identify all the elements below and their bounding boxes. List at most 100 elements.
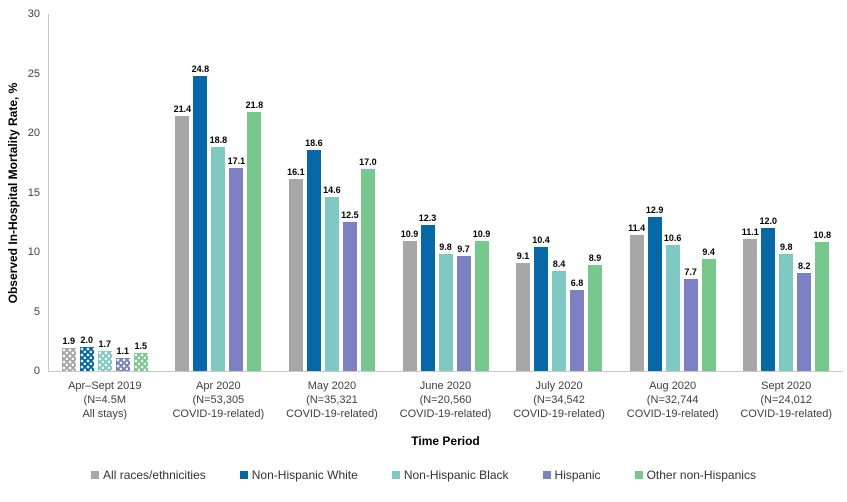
bar-value-label: 10.8 [813, 230, 831, 240]
bar-value-label: 8.4 [552, 259, 566, 269]
y-tick-label: 5 [33, 305, 40, 318]
y-tick-label: 25 [27, 67, 40, 80]
legend-swatch [542, 471, 551, 479]
x-category-label-line: COVID-19-related) [399, 408, 492, 420]
bar-group: 1.9 2.0 1.7 1.1 1.5 [61, 14, 148, 371]
x-category-label-line: COVID-19-related) [740, 408, 833, 420]
x-category-label-line: (N=24,012 [760, 394, 813, 406]
bar [61, 348, 76, 371]
bar-value-label: 7.7 [684, 267, 697, 277]
x-category-label-line: COVID-19-related) [286, 408, 378, 420]
legend-label: Hispanic [554, 468, 601, 482]
bar-value-label: 10.4 [532, 235, 550, 245]
x-category-label-line: (N=4.5M [83, 394, 127, 406]
x-axis-title: Time Period [411, 434, 480, 448]
y-tick-label: 20 [27, 127, 40, 139]
legend-swatch [91, 471, 100, 479]
bar-value-label: 9.8 [439, 242, 452, 252]
x-category-label: Apr–Sept 2019 (N=4.5M All stays) [34, 379, 176, 421]
bar [797, 273, 812, 371]
bar [175, 116, 190, 371]
bar-group: 21.4 24.8 18.8 17.1 21.8 [174, 14, 263, 371]
legend-item: Non-Hispanic White [239, 468, 358, 482]
x-category-label: May 2020 (N=35,321 COVID-19-related) [261, 379, 403, 421]
bar [570, 290, 585, 371]
legend-item: Other non-Hispanics [634, 468, 756, 482]
legend-label: Non-Hispanic White [251, 468, 358, 482]
x-category-label: Apr 2020 (N=53,305 COVID-19-related) [148, 379, 290, 421]
legend-item: Non-Hispanic Black [391, 468, 509, 482]
bar [79, 347, 94, 371]
bar-group: 11.4 12.9 10.6 7.7 9.4 [628, 14, 716, 371]
x-category-label-line: All stays) [82, 408, 128, 420]
bar-value-label: 11.4 [628, 223, 646, 233]
bar-value-label: 17.0 [359, 157, 377, 167]
bar [115, 358, 130, 371]
bar-value-label: 12.5 [341, 210, 359, 220]
y-tick-label: 15 [27, 186, 40, 199]
bar-value-label: 2.0 [80, 335, 94, 345]
bar-value-label: 1.1 [116, 346, 130, 356]
bar [306, 150, 321, 371]
bar-value-label: 12.0 [759, 216, 777, 226]
x-category-label-line: COVID-19-related) [513, 408, 605, 420]
bar-value-label: 18.6 [305, 138, 323, 148]
x-category-label: June 2020 (N=20,560 COVID-19-related) [375, 379, 517, 421]
bar-value-label: 18.8 [209, 135, 228, 145]
bar [133, 353, 148, 371]
bar-value-label: 24.8 [191, 64, 210, 74]
bar-value-label: 8.2 [797, 261, 811, 271]
x-category-label-line: COVID-19-related) [626, 408, 719, 420]
x-category-label-line: (N=32,744 [646, 394, 699, 406]
x-category-label-line: June 2020 [419, 380, 472, 392]
y-tick-label: 30 [27, 8, 40, 20]
bar [761, 228, 776, 371]
bar [288, 179, 303, 371]
bar [647, 217, 662, 371]
bar-value-label: 10.9 [400, 229, 419, 239]
x-category-label-line: Apr 2020 [196, 380, 241, 392]
legend-label: Non-Hispanic Black [403, 468, 509, 482]
legend-label: All races/ethnicities [103, 468, 206, 482]
bar [97, 351, 112, 371]
bar [229, 168, 244, 371]
bar [211, 147, 226, 371]
bar-value-label: 9.1 [516, 251, 530, 261]
bar-value-label: 21.4 [173, 104, 192, 114]
y-tick-label: 0 [33, 365, 40, 377]
bar-value-label: 17.1 [227, 156, 246, 166]
bar-group: 11.1 12.0 9.8 8.2 10.8 [742, 14, 831, 371]
legend-item: All races/ethnicities [91, 468, 206, 482]
x-category-label: July 2020 (N=34,542 COVID-19-related) [488, 379, 630, 421]
x-category-label-line: (N=20,560 [419, 394, 472, 406]
legend-label: Other non-Hispanics [646, 468, 756, 482]
x-category-label-line: July 2020 [535, 380, 583, 392]
bar-value-label: 6.8 [570, 278, 584, 288]
bar [588, 265, 603, 371]
bar [815, 242, 830, 371]
x-category-label-line: Sept 2020 [761, 380, 812, 392]
bar-value-label: 8.9 [588, 253, 602, 263]
bar [701, 259, 716, 371]
bar [342, 222, 357, 371]
bar [438, 254, 453, 371]
legend-swatch [239, 471, 248, 479]
bar-value-label: 12.9 [645, 205, 664, 215]
x-category-label-line: Apr–Sept 2019 [68, 380, 142, 392]
x-category-label-line: May 2020 [307, 380, 357, 392]
bar [193, 76, 208, 371]
legend-swatch [391, 471, 400, 479]
bar-value-label: 1.7 [98, 339, 112, 349]
x-category-label: Sept 2020 (N=24,012 COVID-19-related) [715, 379, 847, 421]
x-category-label-line: Aug 2020 [649, 380, 697, 392]
y-tick-label: 10 [27, 246, 40, 258]
bar-value-label: 1.5 [134, 341, 148, 351]
chart-legend: All races/ethnicities Non-Hispanic White N… [0, 468, 847, 482]
bar [324, 197, 339, 371]
bar [534, 247, 549, 371]
bar-group: 10.9 12.3 9.8 9.7 10.9 [401, 14, 490, 371]
bar [743, 239, 758, 371]
x-category-label-line: (N=35,321 [306, 394, 358, 406]
bar [420, 225, 435, 371]
